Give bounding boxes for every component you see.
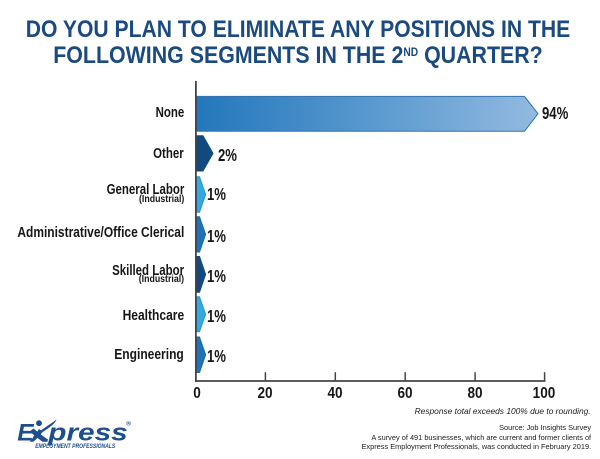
svg-text:E: E — [17, 419, 34, 446]
svg-text:press: press — [47, 419, 127, 446]
svg-text:®: ® — [126, 420, 131, 428]
svg-text:EMPLOYMENT PROFESSIONALS: EMPLOYMENT PROFESSIONALS — [35, 444, 115, 451]
